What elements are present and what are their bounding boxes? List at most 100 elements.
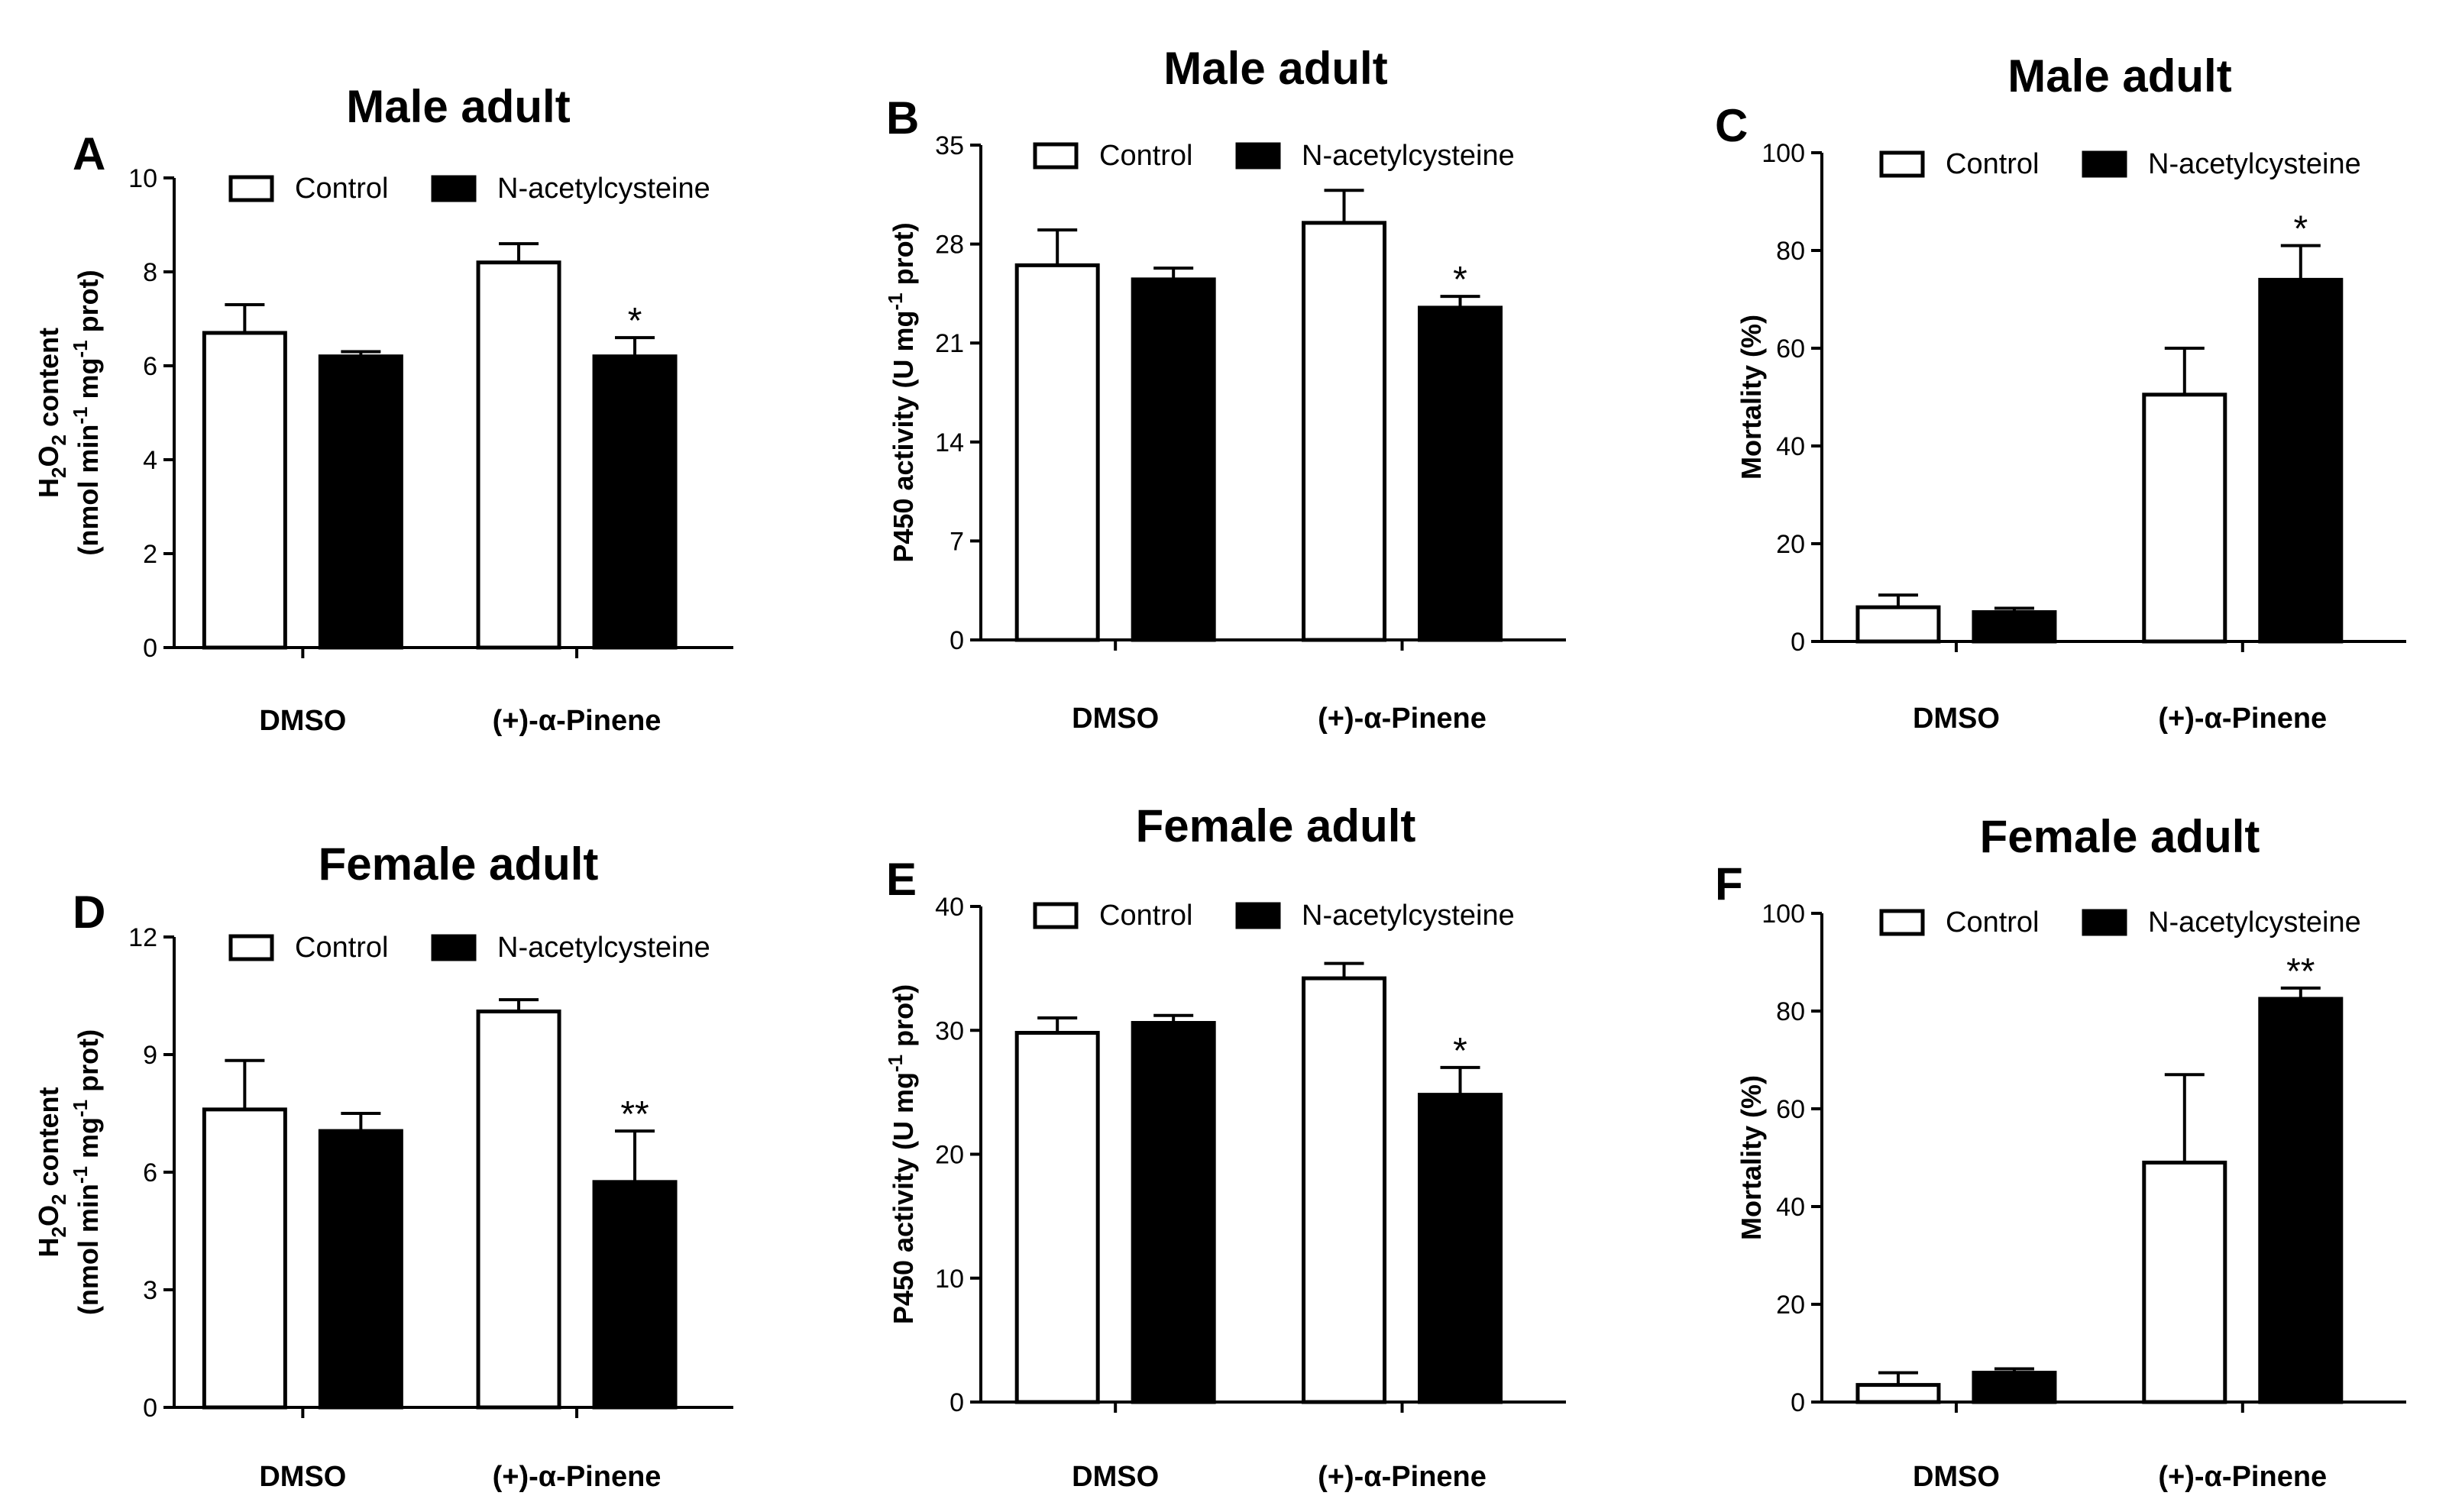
y-axis-label-line2: (nmol min-1 mg-1 prot) xyxy=(69,270,104,555)
y-tick-label: 2 xyxy=(143,540,157,569)
y-tick-label: 40 xyxy=(1776,432,1805,461)
bar-n-acetylcysteine-pinene xyxy=(592,1180,678,1410)
panel-title: Male adult xyxy=(2007,50,2231,102)
significance-marker: * xyxy=(2293,209,2308,250)
y-axis-label-part: P450 activity (U mg xyxy=(888,1072,919,1324)
y-axis-label-sup: -1 xyxy=(69,1166,92,1184)
y-axis-label-part: P450 activity (U mg xyxy=(888,310,919,562)
legend-swatch xyxy=(1033,902,1079,929)
y-axis-label: P450 activity (U mg-1 prot) xyxy=(884,984,919,1324)
y-axis-label-part: O xyxy=(33,445,64,467)
bar-n-acetylcysteine-pinene xyxy=(1418,1093,1503,1404)
panel-title: Female adult xyxy=(1980,811,2260,862)
y-axis-label-sub: 2 xyxy=(47,467,70,478)
y-tick-label: 10 xyxy=(935,1265,964,1294)
x-category-label: DMSO xyxy=(1072,703,1159,735)
y-tick-label: 7 xyxy=(950,527,964,556)
bar-control-pinene xyxy=(2142,393,2227,644)
bar-n-acetylcysteine-dmso xyxy=(1972,610,2057,644)
panel-title: Female adult xyxy=(319,838,599,890)
y-tick-label: 20 xyxy=(1776,1291,1805,1320)
panel-title: Female adult xyxy=(1136,800,1416,851)
y-tick-label: 20 xyxy=(1776,530,1805,559)
y-axis-label-part: H xyxy=(33,478,64,498)
y-axis-label-part: H xyxy=(33,1237,64,1257)
y-tick-label: 10 xyxy=(128,164,157,193)
y-tick-label: 60 xyxy=(1776,334,1805,363)
y-tick-label: 0 xyxy=(950,626,964,655)
y-axis-label-part: prot) xyxy=(888,222,919,292)
bar-control-dmso xyxy=(1855,1383,1941,1404)
legend: Control N-acetylcysteine xyxy=(1879,148,2361,180)
x-category-label: (+)-α-Pinene xyxy=(1318,703,1487,735)
y-tick-label: 12 xyxy=(128,923,157,952)
y-tick-label: 35 xyxy=(935,131,964,160)
x-category-label: (+)-α-Pinene xyxy=(2158,1461,2327,1493)
significance-marker: * xyxy=(1453,1031,1467,1071)
y-axis-label-part: prot) xyxy=(73,1029,104,1100)
bar-control-dmso xyxy=(1014,263,1100,642)
legend-label: Control xyxy=(295,932,389,964)
legend-swatch xyxy=(1879,909,1925,936)
legend-swatch xyxy=(1235,142,1281,170)
bar-control-dmso xyxy=(1014,1030,1100,1404)
panel-e: Female adult E 0 10 20 30 40 P450 activity (U m… xyxy=(884,800,1566,1493)
legend-swatch xyxy=(2082,150,2127,178)
bar-control-dmso xyxy=(1855,605,1941,644)
y-axis-label-part: content xyxy=(33,328,64,435)
bar-n-acetylcysteine-pinene xyxy=(2258,997,2344,1404)
legend-label: Control xyxy=(1946,906,2040,939)
y-tick-label: 40 xyxy=(935,893,964,922)
legend: Control N-acetylcysteine xyxy=(228,173,710,205)
bar-n-acetylcysteine-pinene xyxy=(592,354,678,650)
y-axis-label: P450 activity (U mg-1 prot) xyxy=(884,222,919,562)
legend-label: Control xyxy=(1099,140,1193,172)
y-tick-label: 60 xyxy=(1776,1095,1805,1124)
legend-label: Control xyxy=(295,173,389,205)
legend-swatch xyxy=(228,934,274,961)
y-axis-label-part: prot) xyxy=(888,984,919,1055)
y-tick-label: 14 xyxy=(935,428,964,457)
legend-label: Control xyxy=(1946,148,2040,180)
y-axis-label-sup: -1 xyxy=(884,292,907,310)
y-axis-label-sub: 2 xyxy=(47,1194,70,1205)
panel-title: Male adult xyxy=(346,81,570,132)
y-tick-label: 40 xyxy=(1776,1193,1805,1222)
y-tick-label: 4 xyxy=(143,446,157,475)
y-tick-label: 3 xyxy=(143,1276,157,1305)
y-axis-label-sub: 2 xyxy=(47,435,70,445)
legend-label: N-acetylcysteine xyxy=(497,932,710,964)
y-tick-label: 100 xyxy=(1762,139,1805,168)
legend-swatch xyxy=(1033,142,1079,170)
legend: Control N-acetylcysteine xyxy=(228,932,710,964)
significance-marker: * xyxy=(628,301,642,341)
y-tick-label: 20 xyxy=(935,1141,964,1170)
legend-swatch xyxy=(431,175,477,202)
panel-letter: E xyxy=(886,854,917,905)
y-tick-label: 100 xyxy=(1762,900,1805,929)
y-axis-label-part: (nmol min xyxy=(73,425,104,556)
y-tick-label: 9 xyxy=(143,1041,157,1070)
y-tick-label: 8 xyxy=(143,258,157,287)
panel-f: Female adult F 0 20 40 60 80 100 Mortality (%) DM… xyxy=(1715,811,2406,1493)
x-category-label: (+)-α-Pinene xyxy=(493,1461,662,1493)
legend-label: N-acetylcysteine xyxy=(1302,140,1515,172)
x-category-label: (+)-α-Pinene xyxy=(493,705,662,737)
legend-swatch xyxy=(1879,150,1925,178)
bar-n-acetylcysteine-dmso xyxy=(1131,277,1216,642)
y-tick-label: 80 xyxy=(1776,997,1805,1026)
x-category-label: (+)-α-Pinene xyxy=(2158,703,2327,735)
y-tick-label: 28 xyxy=(935,231,964,260)
y-tick-label: 0 xyxy=(950,1388,964,1417)
legend: Control N-acetylcysteine xyxy=(1879,906,2361,939)
bar-control-pinene xyxy=(476,1010,561,1410)
legend-label: N-acetylcysteine xyxy=(1302,900,1515,932)
bar-control-pinene xyxy=(2142,1160,2227,1404)
significance-marker: ** xyxy=(2286,951,2315,992)
legend-label: N-acetylcysteine xyxy=(2148,906,2361,939)
x-category-label: DMSO xyxy=(1913,1461,2000,1493)
y-tick-label: 0 xyxy=(143,634,157,663)
